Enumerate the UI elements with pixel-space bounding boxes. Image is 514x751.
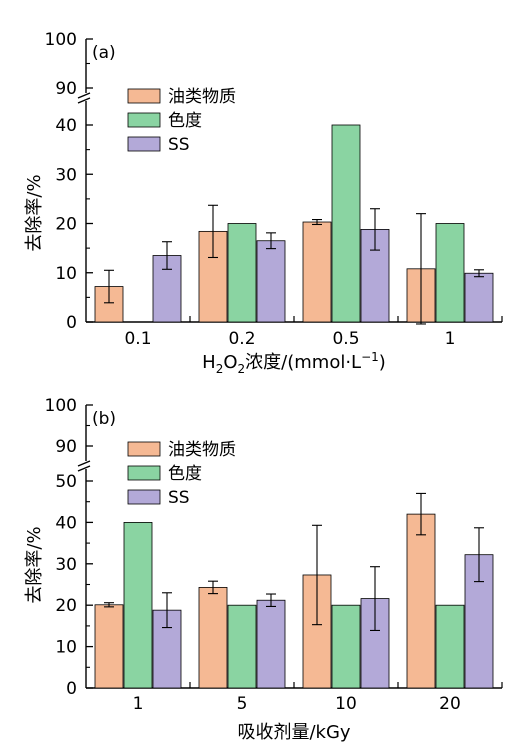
- bar: [227, 223, 257, 323]
- axis-break-mark: [77, 92, 91, 99]
- axis-break-mark: [77, 460, 91, 467]
- bar: [94, 604, 124, 689]
- bar: [406, 513, 436, 689]
- x-tick-label: 0.2: [228, 329, 255, 349]
- y-tick-label: 20: [55, 215, 77, 235]
- x-axis-label-part: 2: [216, 362, 224, 376]
- legend-swatch: [127, 112, 161, 128]
- y-tick-label: 0: [66, 679, 77, 699]
- y-tick-label: 90: [55, 437, 77, 457]
- x-tick-label: 1: [133, 694, 144, 714]
- panel-label: (a): [92, 43, 116, 63]
- x-tick-label: 5: [237, 694, 248, 714]
- bar: [331, 604, 361, 689]
- bar: [227, 604, 257, 689]
- x-tick-label: 0.5: [332, 329, 359, 349]
- x-tick-label: 0.1: [124, 329, 151, 349]
- legend-swatch: [127, 88, 161, 104]
- legend-label: SS: [168, 135, 190, 155]
- bar: [256, 240, 286, 323]
- panel-label: (b): [92, 409, 116, 429]
- bar: [464, 272, 494, 323]
- y-tick-label: 40: [55, 513, 77, 533]
- legend-label: 色度: [168, 464, 202, 484]
- bar: [198, 586, 228, 689]
- x-tick-label: 1: [445, 329, 456, 349]
- bar: [435, 604, 465, 689]
- bar: [256, 599, 286, 689]
- bar: [123, 522, 153, 689]
- bar: [331, 124, 361, 323]
- legend-swatch: [127, 136, 161, 152]
- y-tick-label: 90: [55, 79, 77, 99]
- y-tick-label: 50: [55, 472, 77, 492]
- y-tick-label: 10: [55, 638, 77, 658]
- x-axis-label: H2O2浓度/(mmol·L−1): [202, 350, 386, 376]
- x-axis-label-part: 2: [238, 362, 246, 376]
- bar: [94, 286, 124, 323]
- x-tick-label: 20: [439, 694, 461, 714]
- y-tick-label: 0: [66, 313, 77, 333]
- axis-break-gap: [78, 93, 94, 101]
- y-tick-label: 100: [45, 396, 77, 416]
- x-axis-label-part: −1: [361, 350, 379, 364]
- y-tick-label: 30: [55, 555, 77, 575]
- y-tick-label: 40: [55, 116, 77, 136]
- x-axis-label-part: O: [223, 352, 237, 373]
- y-tick-label: 100: [45, 30, 77, 50]
- legend-label: 色度: [168, 111, 202, 131]
- x-tick-label: 10: [335, 694, 357, 714]
- x-axis-label: 吸收剂量/kGy: [237, 722, 350, 743]
- y-tick-label: 20: [55, 596, 77, 616]
- legend-label: SS: [168, 488, 190, 508]
- x-axis-label-part: 浓度/(mmol·L: [245, 352, 361, 373]
- axis-break-mark: [77, 97, 91, 104]
- legend-label: 油类物质: [168, 440, 236, 460]
- bar: [435, 223, 465, 323]
- bar: [302, 221, 332, 323]
- y-tick-label: 30: [55, 165, 77, 185]
- axis-break-mark: [77, 465, 91, 472]
- legend-label: 油类物质: [168, 87, 236, 107]
- legend-swatch: [127, 465, 161, 481]
- legend-swatch: [127, 489, 161, 505]
- legend-swatch: [127, 441, 161, 457]
- x-axis-label-part: ): [379, 352, 386, 373]
- bar: [198, 230, 228, 323]
- y-axis-label: 去除率/%: [24, 174, 45, 251]
- y-axis-label: 去除率/%: [24, 526, 45, 603]
- y-tick-label: 10: [55, 264, 77, 284]
- x-axis-label-part: H: [202, 352, 216, 373]
- axis-break-gap: [78, 461, 94, 469]
- bar: [152, 255, 182, 323]
